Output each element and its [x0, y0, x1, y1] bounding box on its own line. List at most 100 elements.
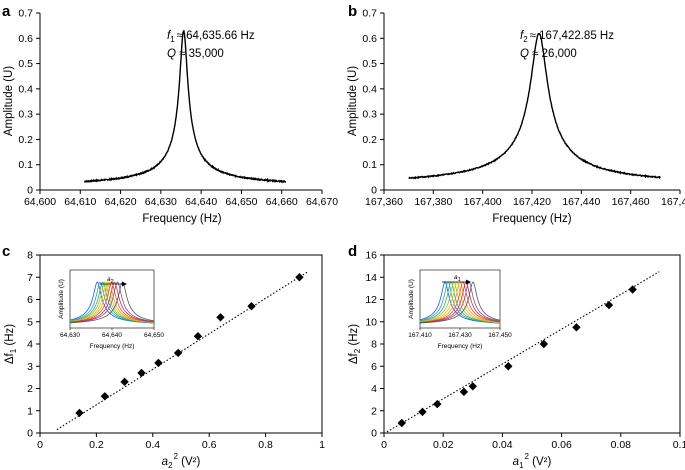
y-tick-label: 0.4 [18, 83, 33, 95]
y-tick-label: 8 [371, 339, 377, 351]
x-tick-label: 64,620 [105, 196, 137, 208]
y-tick-label: 10 [365, 316, 377, 328]
panel-d: d a12 (V²) Δf2 (Hz) Frequency (Hz) Ampli… [348, 243, 685, 470]
y-tick-label: 0.3 [362, 109, 377, 121]
y-label-subscript: 1 [9, 348, 18, 353]
x-tick-label: 0.8 [258, 439, 273, 451]
inset-arrow-label: a2 [107, 276, 114, 285]
x-tick-label: 167,400 [464, 196, 502, 208]
frequency-annotation: f2 ≈ 167,422.85 Hz [520, 30, 614, 44]
data-point [572, 323, 581, 332]
inset-y-label: Amplitude (U) [408, 279, 415, 319]
y-tick-label: 3 [27, 361, 33, 373]
arrow-symbol: a [107, 276, 111, 283]
data-point [295, 273, 304, 282]
frequency-annotation: f1 ≈ 64,635.66 Hz [167, 30, 255, 44]
data-point [397, 418, 406, 428]
arrow-subscript: 1 [458, 277, 461, 283]
inset-spectrum-curve [69, 281, 155, 323]
y-tick-label: 0.2 [362, 134, 377, 146]
inset-x-label: Frequency (Hz) [438, 343, 483, 350]
inset-spectrum-curve [69, 281, 155, 323]
x-axis-label: a12 (V²) [513, 452, 552, 470]
data-point [137, 368, 146, 378]
inset-spectrum-curve [419, 281, 501, 323]
y-axis-label: Δf2 (Hz) [348, 324, 362, 364]
q-annotation: Q ≈ 35,000 [167, 48, 224, 60]
x-tick-label: 64,600 [24, 196, 56, 208]
y-tick-label: 0.5 [362, 58, 377, 70]
x-label-superscript: 2 [525, 452, 530, 461]
f-subscript: 2 [523, 35, 528, 44]
y-tick-label: 7 [27, 272, 33, 284]
x-axis-label: Frequency (Hz) [492, 213, 571, 225]
y-label-subscript: 2 [353, 348, 362, 353]
x-tick-label: 167,360 [365, 196, 403, 208]
f-symbol: f [520, 30, 525, 42]
panel-label-a: a [2, 3, 11, 20]
y-label-unit: (Hz) [4, 324, 16, 349]
y-tick-label: 4 [371, 383, 377, 395]
y-tick-label: 0.7 [362, 8, 377, 20]
data-point [100, 392, 110, 401]
data-point [247, 301, 256, 311]
inset-spectrum-curve [419, 281, 501, 324]
data-point [504, 362, 513, 371]
y-tick-label: 2 [371, 405, 377, 417]
data-point [193, 332, 203, 341]
y-axis-label: Δf1 (Hz) [4, 324, 18, 364]
y-label-symbol: Δf [4, 352, 16, 364]
data-point [75, 408, 84, 418]
y-axis-label: Amplitude (U) [3, 66, 15, 136]
arrow-subscript: 2 [111, 279, 114, 285]
panel-label-b: b [348, 3, 357, 20]
inset-spectrum-curve [69, 281, 155, 323]
data-point [459, 387, 469, 397]
y-tick-label: 0.3 [18, 109, 33, 121]
y-tick-label: 14 [365, 272, 377, 284]
f-symbol: f [167, 30, 172, 42]
inset-x-tick-label: 64,650 [144, 332, 164, 339]
inset-y-label: Amplitude (U) [58, 279, 65, 319]
x-tick-label: 0.1 [673, 439, 685, 451]
data-point [604, 300, 614, 310]
q-value: ≈ 35,000 [176, 48, 224, 60]
data-point [173, 348, 183, 358]
y-tick-label: 0 [371, 428, 377, 440]
y-tick-label: 0.4 [362, 83, 377, 95]
x-tick-label: 64,630 [145, 196, 177, 208]
y-tick-label: 0.2 [18, 134, 33, 146]
y-tick-label: 0.6 [18, 33, 33, 45]
q-symbol: Q [520, 48, 529, 60]
inset-spectrum-curve [419, 281, 501, 324]
data-point [418, 407, 427, 417]
x-label-subscript: 1 [519, 461, 524, 470]
data-point [433, 399, 442, 409]
q-value: ≈ 26,000 [529, 48, 577, 60]
x-label-symbol: a [162, 456, 168, 468]
inset-spectrum-curve [69, 281, 155, 323]
inset-plot: Frequency (Hz) Amplitude (U) 167,410 167,… [408, 269, 512, 350]
y-tick-label: 6 [27, 294, 33, 306]
inset-arrowhead [466, 279, 471, 285]
x-tick-label: 64,650 [225, 196, 257, 208]
inset-arrow-label: a1 [454, 274, 461, 283]
resonance-curve [408, 32, 661, 180]
panel-label-d: d [348, 243, 357, 260]
inset-x-tick-label: 64,630 [60, 332, 80, 339]
x-axis-label: Frequency (Hz) [142, 213, 221, 225]
x-tick-label: 0.08 [611, 439, 632, 451]
panel-b: b Frequency (Hz) Amplitude (U) f2 ≈ 167,4… [347, 3, 685, 225]
x-tick-label: 0.02 [433, 439, 454, 451]
data-point [468, 382, 477, 391]
arrow-symbol: a [454, 274, 458, 281]
x-label-subscript: 2 [168, 461, 173, 470]
data-point [539, 339, 549, 349]
x-tick-label: 0.2 [89, 439, 104, 451]
x-axis-label: a22 (V²) [162, 452, 201, 470]
x-tick-label: 64,670 [306, 196, 338, 208]
y-tick-label: 0.6 [362, 33, 377, 45]
x-tick-label: 167,440 [562, 196, 600, 208]
y-label-unit: (Hz) [348, 324, 360, 349]
panel-label-c: c [2, 243, 10, 260]
